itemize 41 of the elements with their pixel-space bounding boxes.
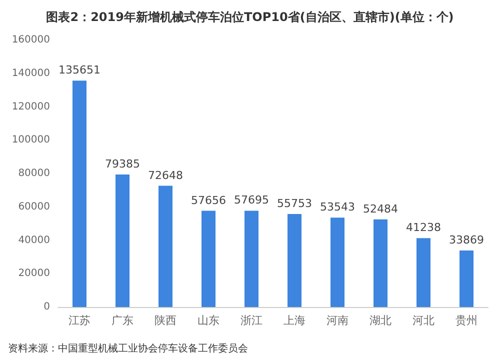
text: 资料来源：中国重型机械工业协会停车设备工作委员会 (8, 342, 248, 354)
data-label: 135651 (58, 64, 100, 77)
chart-title: 图表2：2019年新增机械式停车泊位TOP10省(自治区、直辖市)(单位：个) (46, 10, 454, 24)
data-label: 57695 (234, 194, 269, 207)
bar (416, 238, 430, 307)
bar (330, 218, 344, 307)
y-tick-label: 20000 (18, 268, 50, 280)
data-label: 57656 (191, 194, 226, 207)
y-tick-label: 140000 (12, 68, 50, 79)
x-tick-label: 浙江 (240, 314, 262, 327)
bar (202, 210, 216, 307)
data-label: 55753 (277, 196, 312, 210)
x-tick-label: 河南 (326, 314, 348, 327)
x-tick-label: 贵州 (456, 314, 478, 327)
y-tick-label: 0 (44, 302, 50, 312)
x-tick-label: 上海 (284, 314, 306, 327)
x-tick-label: 广东 (112, 314, 134, 327)
data-label: 41238 (406, 221, 441, 234)
bar (288, 214, 302, 307)
y-tick-label: 160000 (12, 34, 50, 46)
data-label: 72648 (148, 168, 183, 182)
bar (158, 186, 172, 307)
y-tick-label: 120000 (12, 101, 50, 112)
data-label: 53543 (320, 200, 355, 214)
bar (374, 219, 388, 307)
data-label: 79385 (105, 158, 140, 171)
bar (460, 250, 474, 307)
y-tick-label: 80000 (18, 168, 50, 179)
y-tick-label: 60000 (18, 201, 50, 212)
y-tick-label: 40000 (18, 234, 50, 246)
data-label: 33869 (449, 233, 484, 246)
x-tick-label: 江苏 (68, 314, 90, 327)
x-tick-label: 陕西 (154, 314, 176, 327)
bar (244, 210, 258, 307)
y-tick-label: 100000 (12, 134, 50, 146)
x-tick-label: 山东 (198, 314, 220, 327)
bar (116, 174, 130, 307)
x-tick-label: 湖北 (370, 314, 392, 327)
data-label: 52484 (363, 202, 398, 216)
x-tick-label: 河北 (412, 314, 434, 327)
bar (72, 80, 86, 307)
